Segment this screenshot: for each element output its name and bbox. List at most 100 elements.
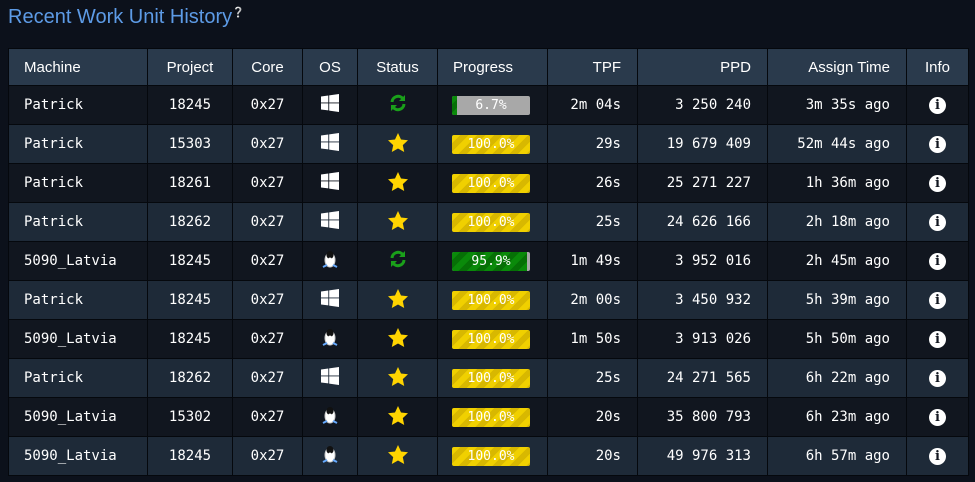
table-row[interactable]: Patrick 18245 0x27 100.0% 2m 00s 3 450 9… — [8, 280, 969, 320]
col-project[interactable]: Project — [147, 48, 233, 86]
ppd-cell: 3 250 240 — [637, 85, 768, 125]
col-progress[interactable]: Progress — [437, 48, 548, 86]
progress-bar: 95.9% — [452, 251, 530, 271]
windows-icon — [302, 358, 358, 398]
windows-icon — [302, 163, 358, 203]
progress-cell: 100.0% — [437, 163, 548, 203]
info-icon[interactable]: i — [929, 330, 946, 348]
tpf-cell: 1m 50s — [547, 319, 638, 359]
progress-cell: 100.0% — [437, 436, 548, 476]
assign-time-cell: 3m 35s ago — [767, 85, 907, 125]
project-cell: 18245 — [147, 85, 233, 125]
ppd-cell: 24 271 565 — [637, 358, 768, 398]
progress-cell: 100.0% — [437, 124, 548, 164]
sync-icon — [357, 241, 438, 281]
table-row[interactable]: Patrick 18262 0x27 100.0% 25s 24 271 565… — [8, 358, 969, 398]
machine-cell: Patrick — [8, 358, 148, 398]
table-row[interactable]: Patrick 18262 0x27 100.0% 25s 24 626 166… — [8, 202, 969, 242]
progress-cell: 95.9% — [437, 241, 548, 281]
project-cell: 18245 — [147, 280, 233, 320]
table-row[interactable]: 5090_Latvia 18245 0x27 95.9% 1m 49s 3 95… — [8, 241, 969, 281]
table-row[interactable]: 5090_Latvia 18245 0x27 100.0% 20s 49 976… — [8, 436, 969, 476]
col-assign-time[interactable]: Assign Time — [767, 48, 907, 86]
windows-icon — [302, 85, 358, 125]
col-machine[interactable]: Machine — [8, 48, 148, 86]
star-icon — [357, 397, 438, 437]
table-row[interactable]: 5090_Latvia 18245 0x27 100.0% 1m 50s 3 9… — [8, 319, 969, 359]
col-info[interactable]: Info — [906, 48, 969, 86]
machine-cell: Patrick — [8, 280, 148, 320]
table-row[interactable]: 5090_Latvia 15302 0x27 100.0% 20s 35 800… — [8, 397, 969, 437]
core-cell: 0x27 — [232, 124, 303, 164]
progress-cell: 100.0% — [437, 358, 548, 398]
progress-cell: 6.7% — [437, 85, 548, 125]
tpf-cell: 25s — [547, 358, 638, 398]
assign-time-cell: 2h 18m ago — [767, 202, 907, 242]
machine-cell: 5090_Latvia — [8, 319, 148, 359]
project-cell: 15303 — [147, 124, 233, 164]
progress-bar: 6.7% — [452, 95, 530, 115]
assign-time-cell: 5h 39m ago — [767, 280, 907, 320]
info-icon[interactable]: i — [929, 252, 946, 270]
ppd-cell: 25 271 227 — [637, 163, 768, 203]
info-cell: i — [906, 436, 969, 476]
info-icon[interactable]: i — [929, 174, 946, 192]
col-core[interactable]: Core — [232, 48, 303, 86]
linux-icon — [302, 319, 358, 359]
info-icon[interactable]: i — [929, 408, 946, 426]
star-icon — [357, 163, 438, 203]
linux-icon — [302, 436, 358, 476]
page-title: Recent Work Unit History❔ — [8, 6, 245, 28]
core-cell: 0x27 — [232, 85, 303, 125]
col-ppd[interactable]: PPD — [637, 48, 768, 86]
tpf-cell: 1m 49s — [547, 241, 638, 281]
tpf-cell: 25s — [547, 202, 638, 242]
table-row[interactable]: Patrick 18261 0x27 100.0% 26s 25 271 227… — [8, 163, 969, 203]
windows-icon — [302, 280, 358, 320]
tpf-cell: 2m 04s — [547, 85, 638, 125]
project-cell: 18245 — [147, 436, 233, 476]
table-row[interactable]: Patrick 18245 0x27 6.7% 2m 04s 3 250 240… — [8, 85, 969, 125]
assign-time-cell: 6h 23m ago — [767, 397, 907, 437]
star-icon — [357, 124, 438, 164]
progress-cell: 100.0% — [437, 319, 548, 359]
info-cell: i — [906, 124, 969, 164]
info-icon[interactable]: i — [929, 135, 946, 153]
info-icon[interactable]: i — [929, 291, 946, 309]
machine-cell: Patrick — [8, 202, 148, 242]
progress-cell: 100.0% — [437, 280, 548, 320]
info-icon[interactable]: i — [929, 369, 946, 387]
machine-cell: 5090_Latvia — [8, 436, 148, 476]
project-cell: 18245 — [147, 319, 233, 359]
info-cell: i — [906, 319, 969, 359]
info-cell: i — [906, 163, 969, 203]
core-cell: 0x27 — [232, 241, 303, 281]
progress-bar: 100.0% — [452, 446, 530, 466]
star-icon — [357, 319, 438, 359]
machine-cell: Patrick — [8, 163, 148, 203]
help-icon[interactable]: ❔ — [232, 7, 245, 19]
sync-icon — [357, 85, 438, 125]
core-cell: 0x27 — [232, 163, 303, 203]
col-status[interactable]: Status — [357, 48, 438, 86]
progress-bar: 100.0% — [452, 329, 530, 349]
core-cell: 0x27 — [232, 397, 303, 437]
star-icon — [357, 202, 438, 242]
info-icon[interactable]: i — [929, 447, 946, 465]
project-cell: 18245 — [147, 241, 233, 281]
ppd-cell: 19 679 409 — [637, 124, 768, 164]
ppd-cell: 49 976 313 — [637, 436, 768, 476]
assign-time-cell: 5h 50m ago — [767, 319, 907, 359]
linux-icon — [302, 241, 358, 281]
col-tpf[interactable]: TPF — [547, 48, 638, 86]
table-row[interactable]: Patrick 15303 0x27 100.0% 29s 19 679 409… — [8, 124, 969, 164]
project-cell: 18261 — [147, 163, 233, 203]
col-os[interactable]: OS — [302, 48, 358, 86]
machine-cell: 5090_Latvia — [8, 241, 148, 281]
info-cell: i — [906, 358, 969, 398]
core-cell: 0x27 — [232, 202, 303, 242]
info-icon[interactable]: i — [929, 96, 946, 114]
tpf-cell: 20s — [547, 436, 638, 476]
info-icon[interactable]: i — [929, 213, 946, 231]
progress-bar: 100.0% — [452, 212, 530, 232]
